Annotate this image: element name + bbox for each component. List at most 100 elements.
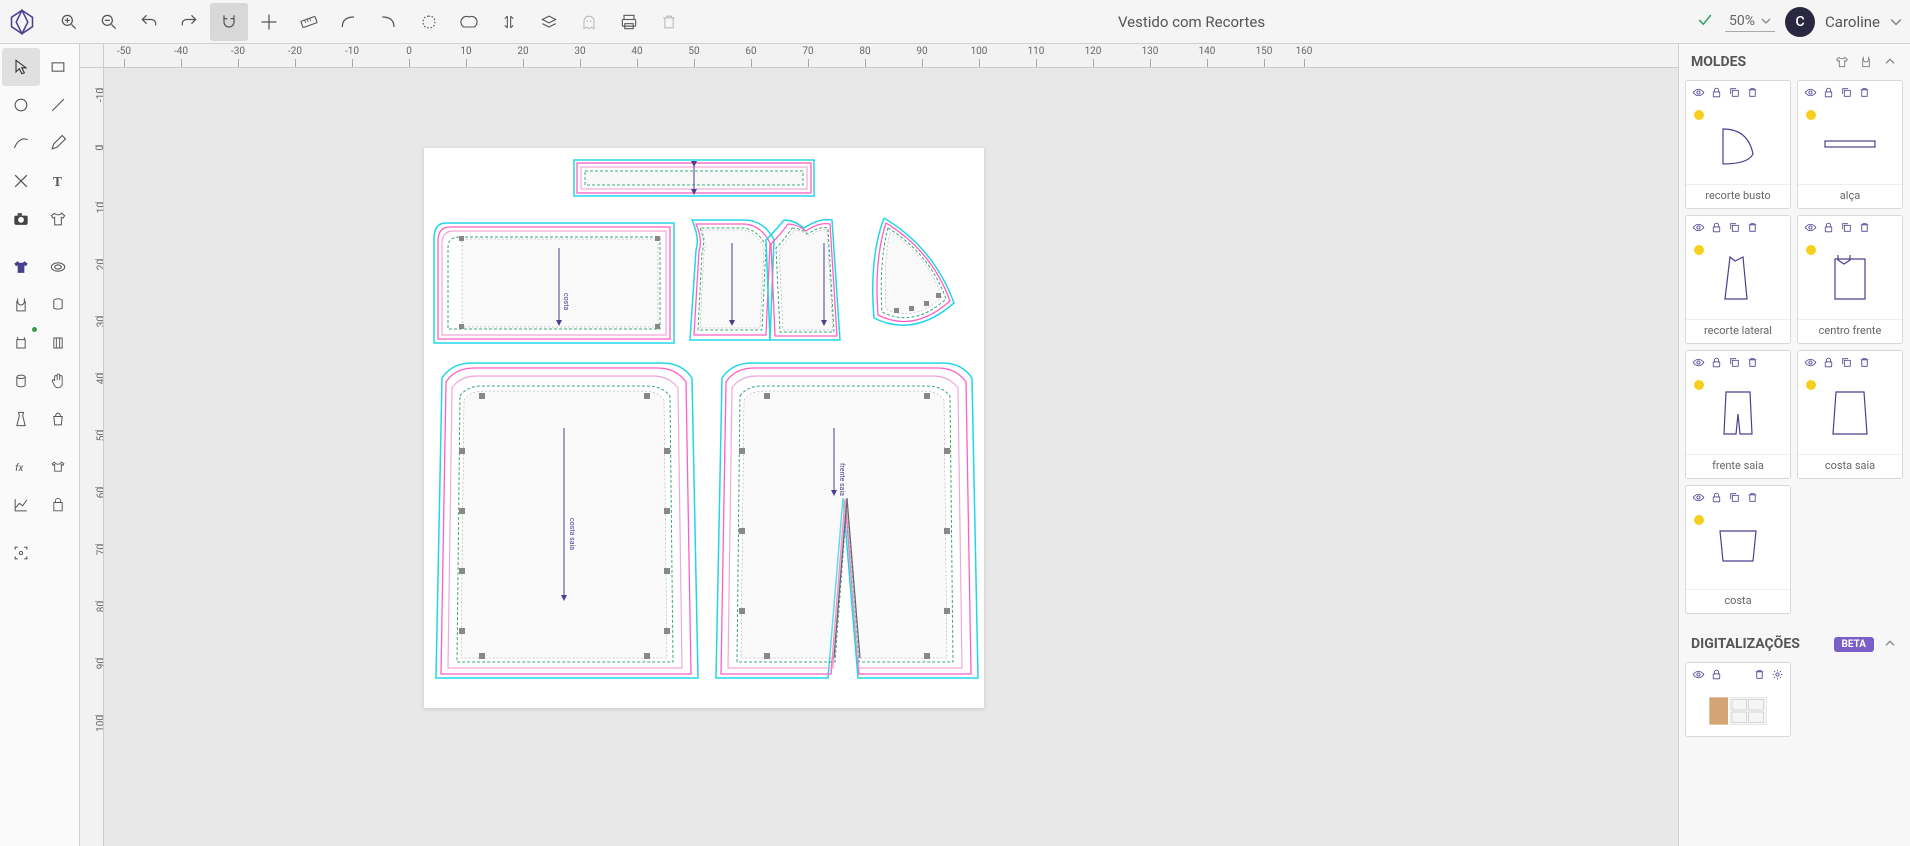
- copy-icon[interactable]: [1728, 86, 1741, 99]
- pattern-tool[interactable]: [40, 324, 78, 362]
- ruler-icon[interactable]: [290, 3, 328, 41]
- collapse-icon[interactable]: [1882, 636, 1898, 652]
- trash-icon[interactable]: [1858, 221, 1871, 234]
- mold-card[interactable]: costa saia: [1797, 350, 1903, 479]
- digitization-card[interactable]: [1685, 662, 1791, 737]
- line-tool[interactable]: [40, 86, 78, 124]
- eye-icon[interactable]: [1804, 221, 1817, 234]
- eye-icon[interactable]: [1692, 221, 1705, 234]
- tank-tool[interactable]: [2, 286, 40, 324]
- eye-icon[interactable]: [1804, 356, 1817, 369]
- gear-icon[interactable]: [1771, 668, 1784, 681]
- crosshair-icon[interactable]: [250, 3, 288, 41]
- mold-card[interactable]: alça: [1797, 80, 1903, 209]
- hand-tool[interactable]: [40, 362, 78, 400]
- lock-icon[interactable]: [1710, 491, 1723, 504]
- shirt-edit-tool[interactable]: [40, 448, 78, 486]
- circle-tool[interactable]: [2, 86, 40, 124]
- user-chevron-icon[interactable]: [1890, 16, 1902, 28]
- curve2-icon[interactable]: [370, 3, 408, 41]
- mold-label: recorte lateral: [1686, 319, 1790, 343]
- sleeve-tool[interactable]: [40, 286, 78, 324]
- eye-icon[interactable]: [1692, 668, 1705, 681]
- trash-icon[interactable]: [1753, 668, 1766, 681]
- pencil-tool[interactable]: [40, 124, 78, 162]
- user-name[interactable]: Caroline: [1825, 13, 1880, 31]
- mold-card[interactable]: frente saia: [1685, 350, 1791, 479]
- lock-icon[interactable]: [1710, 668, 1723, 681]
- ghost-icon[interactable]: [570, 3, 608, 41]
- scan-tool[interactable]: [2, 534, 40, 572]
- selection-dashed-icon[interactable]: [410, 3, 448, 41]
- dress-tool[interactable]: [2, 400, 40, 438]
- app-logo[interactable]: [8, 8, 36, 36]
- undo-icon[interactable]: [130, 3, 168, 41]
- copy-icon[interactable]: [1728, 356, 1741, 369]
- trash-icon[interactable]: [1858, 356, 1871, 369]
- eye-icon[interactable]: [1692, 86, 1705, 99]
- pointer-tool[interactable]: [2, 48, 40, 86]
- eye-icon[interactable]: [1692, 491, 1705, 504]
- lock-icon[interactable]: [1710, 86, 1723, 99]
- beta-badge: BETA: [1834, 637, 1875, 652]
- lock-icon[interactable]: [1822, 221, 1835, 234]
- rectangle-tool[interactable]: [40, 48, 78, 86]
- magnet-icon[interactable]: [210, 3, 248, 41]
- function-tool[interactable]: fx: [2, 448, 40, 486]
- bag-tool[interactable]: [40, 400, 78, 438]
- trash-icon[interactable]: [1746, 356, 1759, 369]
- collapse-icon[interactable]: [1882, 54, 1898, 70]
- piece-lateral-right: [766, 220, 840, 340]
- svg-text:fx: fx: [15, 462, 23, 474]
- shape-round-icon[interactable]: [450, 3, 488, 41]
- trash-icon[interactable]: [1746, 491, 1759, 504]
- camera-tool[interactable]: [2, 200, 40, 238]
- copy-icon[interactable]: [1728, 221, 1741, 234]
- tank-icon[interactable]: [1858, 54, 1874, 70]
- cylinder-tool[interactable]: [2, 362, 40, 400]
- layers-icon[interactable]: [530, 3, 568, 41]
- zoom-select[interactable]: 50%: [1725, 11, 1775, 32]
- print-icon[interactable]: [610, 3, 648, 41]
- mold-label: costa saia: [1798, 454, 1902, 478]
- redo-icon[interactable]: [170, 3, 208, 41]
- lock-icon[interactable]: [1710, 356, 1723, 369]
- copy-icon[interactable]: [1840, 221, 1853, 234]
- user-avatar[interactable]: C: [1785, 7, 1815, 37]
- trash-icon[interactable]: [650, 3, 688, 41]
- eye-icon[interactable]: [1692, 356, 1705, 369]
- mold-card[interactable]: costa: [1685, 485, 1791, 614]
- trash-icon[interactable]: [1858, 86, 1871, 99]
- lock-icon[interactable]: [1710, 221, 1723, 234]
- lock-icon[interactable]: [1822, 356, 1835, 369]
- ruler-vertical: -100102030405060708090100: [80, 68, 104, 846]
- canvas[interactable]: costa: [104, 68, 1678, 846]
- garment-dark-tool[interactable]: [2, 248, 40, 286]
- tape-tool[interactable]: [40, 248, 78, 286]
- ruler-corner: [80, 44, 104, 68]
- curve1-icon[interactable]: [330, 3, 368, 41]
- mold-card[interactable]: recorte lateral: [1685, 215, 1791, 344]
- copy-icon[interactable]: [1840, 86, 1853, 99]
- cut-tool[interactable]: [2, 162, 40, 200]
- trash-icon[interactable]: [1746, 221, 1759, 234]
- mold-card[interactable]: recorte busto: [1685, 80, 1791, 209]
- bodice-tool[interactable]: [2, 324, 40, 362]
- eye-icon[interactable]: [1804, 86, 1817, 99]
- curve-tool[interactable]: [2, 124, 40, 162]
- mold-label: costa: [1686, 589, 1790, 613]
- lock-icon[interactable]: [1822, 86, 1835, 99]
- graph-tool[interactable]: [2, 486, 40, 524]
- shirt-icon[interactable]: [1834, 54, 1850, 70]
- mold-card[interactable]: centro frente: [1797, 215, 1903, 344]
- text-tool[interactable]: T: [40, 162, 78, 200]
- zoom-out-icon[interactable]: [90, 3, 128, 41]
- top-toolbar: Vestido com Recortes 50% C Caroline: [0, 0, 1910, 44]
- copy-icon[interactable]: [1728, 491, 1741, 504]
- bag2-tool[interactable]: [40, 486, 78, 524]
- trash-icon[interactable]: [1746, 86, 1759, 99]
- mirror-icon[interactable]: [490, 3, 528, 41]
- shirt-tool[interactable]: [40, 200, 78, 238]
- zoom-in-icon[interactable]: [50, 3, 88, 41]
- copy-icon[interactable]: [1840, 356, 1853, 369]
